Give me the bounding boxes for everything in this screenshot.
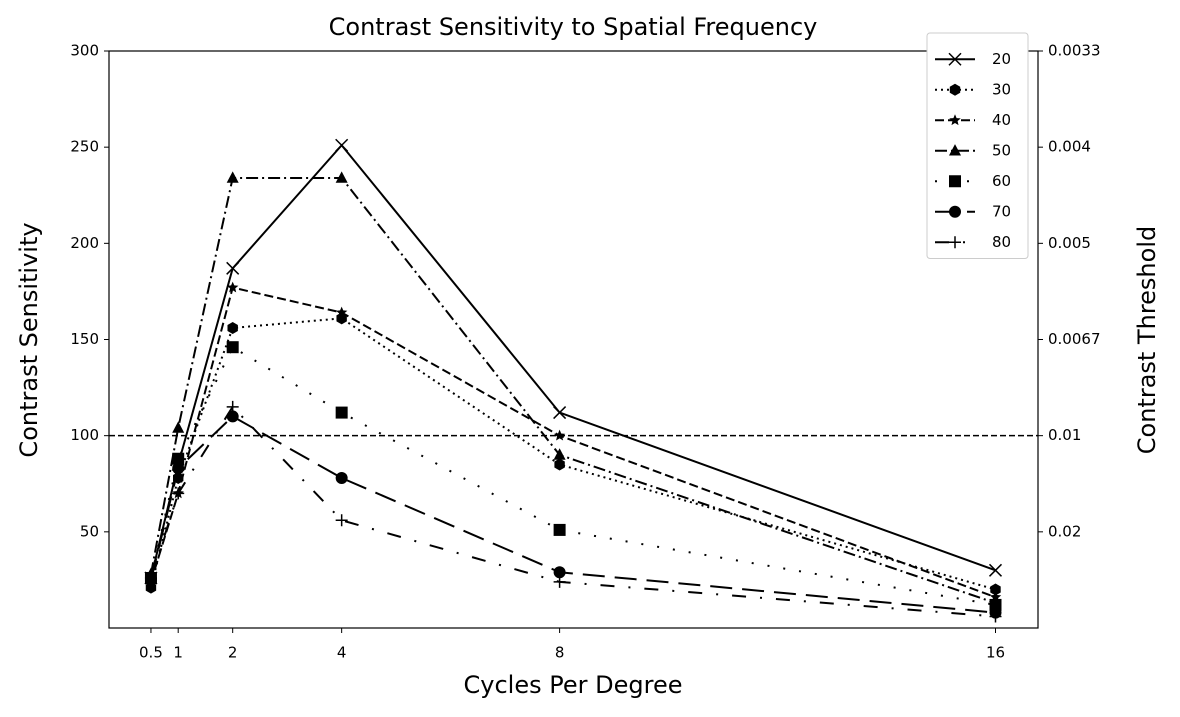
series-line	[150, 405, 996, 618]
legend-marker	[949, 175, 961, 188]
marker	[226, 400, 239, 413]
marker	[989, 610, 1002, 623]
legend-label: 40	[992, 111, 1011, 129]
marker	[990, 583, 1001, 596]
legend-label: 30	[992, 80, 1011, 98]
legend-marker	[949, 236, 961, 249]
marker	[172, 421, 185, 433]
plot-frame	[108, 50, 1039, 629]
y2-tick-label: 0.01	[1048, 426, 1081, 444]
marker	[172, 462, 185, 475]
y-axis-label: Contrast Sensitivity	[15, 222, 43, 457]
marker	[335, 171, 348, 183]
marker	[335, 514, 348, 527]
y-tick-label: 250	[70, 138, 99, 156]
legend-label: 80	[992, 233, 1011, 251]
x-tick-label: 0.5	[139, 644, 163, 662]
y-tick-label: 100	[70, 426, 99, 444]
y-tick-label: 200	[70, 234, 99, 252]
marker	[227, 321, 238, 334]
marker	[144, 571, 157, 584]
series-line	[149, 286, 996, 599]
x-tick-label: 16	[986, 644, 1005, 662]
marker	[335, 306, 348, 318]
legend-label: 70	[992, 202, 1011, 220]
series-line	[149, 176, 996, 604]
series-line	[149, 415, 996, 614]
marker	[553, 575, 566, 588]
legend-label: 60	[992, 172, 1011, 190]
x-tick-label: 8	[555, 644, 565, 662]
marker	[226, 341, 239, 354]
y2-tick-label: 0.02	[1048, 522, 1081, 540]
marker	[335, 471, 348, 484]
series-line	[149, 345, 996, 606]
y2-tick-label: 0.0033	[1048, 41, 1101, 59]
y2-tick-label: 0.004	[1048, 138, 1091, 156]
legend-marker	[949, 205, 961, 218]
legend-marker	[949, 83, 961, 96]
marker	[553, 448, 566, 460]
marker	[553, 523, 566, 536]
marker	[553, 406, 567, 420]
legend-marker	[948, 52, 962, 66]
marker	[988, 563, 1003, 577]
x-tick-label: 2	[228, 644, 238, 662]
marker	[553, 429, 566, 441]
marker	[226, 281, 239, 293]
legend-label: 20	[992, 50, 1011, 68]
series-line	[149, 143, 996, 579]
series-line	[149, 317, 996, 591]
marker	[172, 452, 185, 465]
marker	[172, 487, 185, 500]
marker	[335, 406, 348, 419]
legend-box	[926, 32, 1029, 259]
marker	[554, 458, 565, 471]
legend: 20 30 40 50 60 70 80	[926, 32, 1029, 259]
chart-title: Contrast Sensitivity to Spatial Frequenc…	[329, 13, 818, 41]
x-axis-label: Cycles Per Degree	[464, 671, 683, 699]
y2-tick-label: 0.005	[1048, 234, 1091, 252]
y-tick-label: 300	[70, 42, 99, 60]
y2-axis-label: Contrast Threshold	[1133, 226, 1161, 454]
x-tick-label: 1	[173, 644, 183, 662]
y2-tick-label: 0.0067	[1048, 330, 1101, 348]
marker	[226, 261, 240, 275]
y-tick-label: 150	[70, 330, 99, 348]
x-tick-label: 4	[337, 644, 347, 662]
marker	[226, 171, 239, 183]
legend-label: 50	[992, 141, 1011, 159]
y-tick-label: 50	[80, 522, 99, 540]
marker	[553, 566, 566, 579]
marker	[335, 138, 349, 152]
legend-marker	[949, 114, 961, 126]
legend-marker	[949, 144, 961, 156]
